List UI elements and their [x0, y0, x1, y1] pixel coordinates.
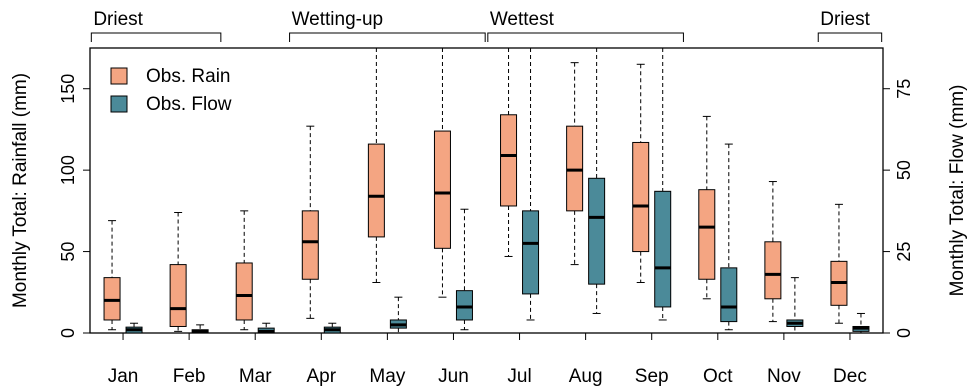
iqr-box: [500, 114, 518, 207]
season-label: Wetting-up: [292, 9, 384, 30]
box-obsrain-sep: [632, 63, 650, 284]
box-obsrain-mar: [235, 210, 253, 331]
box-obsrain-aug: [566, 62, 584, 266]
iqr-box: [433, 130, 451, 249]
box-obsflow-jul: [522, 47, 540, 321]
left-tick-label: 150: [58, 74, 78, 104]
x-tick-label: Mar: [239, 366, 272, 387]
box-obsflow-jun: [455, 208, 473, 331]
x-tick-label: Sep: [635, 366, 669, 387]
right-tick-label: 75: [894, 79, 914, 99]
x-tick-label: Nov: [767, 366, 801, 387]
legend-label: Obs. Rain: [146, 66, 230, 87]
box-obsrain-feb: [169, 211, 187, 332]
season-bracket: Driest: [817, 9, 883, 42]
box-obsrain-jan: [103, 220, 121, 331]
box-obsrain-oct: [698, 115, 716, 300]
boxes: [103, 47, 870, 334]
x-tick-label: Feb: [173, 366, 206, 387]
iqr-box: [764, 241, 782, 300]
iqr-box: [455, 290, 473, 321]
x-tick-label: Oct: [703, 366, 733, 387]
season-bracket-line: [817, 32, 883, 42]
box-obsflow-jan: [125, 322, 143, 334]
right-axis-label: Monthly Total: Flow (mm): [947, 85, 968, 297]
season-bracket: Wettest: [487, 9, 684, 42]
season-label: Driest: [93, 9, 143, 30]
box-obsrain-jul: [500, 47, 518, 257]
left-tick-label: 0: [58, 328, 78, 338]
box-obsrain-nov: [764, 181, 782, 323]
iqr-box: [103, 277, 121, 321]
x-tick-label: Apr: [307, 366, 337, 387]
box-obsrain-dec: [830, 203, 848, 324]
iqr-box: [720, 267, 738, 323]
plot-frame: [89, 47, 884, 334]
box-obsflow-dec: [852, 312, 870, 334]
x-tick-label: Jan: [108, 366, 139, 387]
season-bracket: Wetting-up: [289, 9, 486, 42]
season-bracket-line: [289, 32, 486, 42]
season-bracket-line: [487, 32, 684, 42]
box-obsflow-nov: [786, 277, 804, 334]
legend-swatch: [110, 95, 128, 113]
box-obsflow-aug: [588, 47, 606, 314]
legend-label: Obs. Flow: [146, 94, 232, 115]
box-obsflow-feb: [191, 324, 209, 334]
x-tick-label: Jun: [438, 366, 469, 387]
box-obsflow-sep: [654, 47, 672, 321]
iqr-box: [367, 143, 385, 238]
right-tick-label: 25: [894, 242, 914, 262]
box-obsflow-apr: [323, 322, 341, 334]
box-obsrain-apr: [301, 125, 319, 319]
x-tick-label: Jul: [507, 366, 531, 387]
iqr-box: [566, 125, 584, 212]
axes: Jan Feb Mar Apr May Jun Jul Aug Sep Oct Nov Dec 0 50 1…: [10, 73, 968, 387]
box-obsrain-may: [367, 47, 385, 284]
box-obsflow-mar: [257, 322, 275, 334]
legend: Obs. Rain Obs. Flow: [110, 66, 232, 115]
season-label: Driest: [820, 9, 870, 30]
iqr-box: [698, 189, 716, 280]
iqr-box: [588, 177, 606, 285]
iqr-box: [522, 210, 540, 295]
iqr-box: [301, 210, 319, 280]
x-tick-label: May: [369, 366, 405, 387]
iqr-box: [235, 262, 253, 321]
legend-swatch: [110, 67, 128, 85]
box-obsflow-oct: [720, 143, 738, 331]
x-tick-label: Aug: [569, 366, 603, 387]
left-tick-label: 100: [58, 155, 78, 185]
box-obsflow-may: [389, 296, 407, 334]
iqr-box: [654, 190, 672, 308]
box-obsrain-jun: [433, 47, 451, 298]
right-tick-label: 50: [894, 160, 914, 180]
iqr-box: [632, 141, 650, 253]
season-bracket-line: [90, 32, 222, 42]
iqr-box: [169, 264, 187, 327]
left-tick-label: 50: [58, 242, 78, 262]
season-bracket: Driest: [90, 9, 222, 42]
left-axis-label: Monthly Total: Rainfall (mm): [10, 73, 31, 308]
right-tick-label: 0: [894, 328, 914, 338]
x-tick-label: Dec: [833, 366, 867, 387]
season-brackets: Driest Wetting-up Wettest Driest: [90, 9, 883, 42]
season-label: Wettest: [490, 9, 555, 30]
